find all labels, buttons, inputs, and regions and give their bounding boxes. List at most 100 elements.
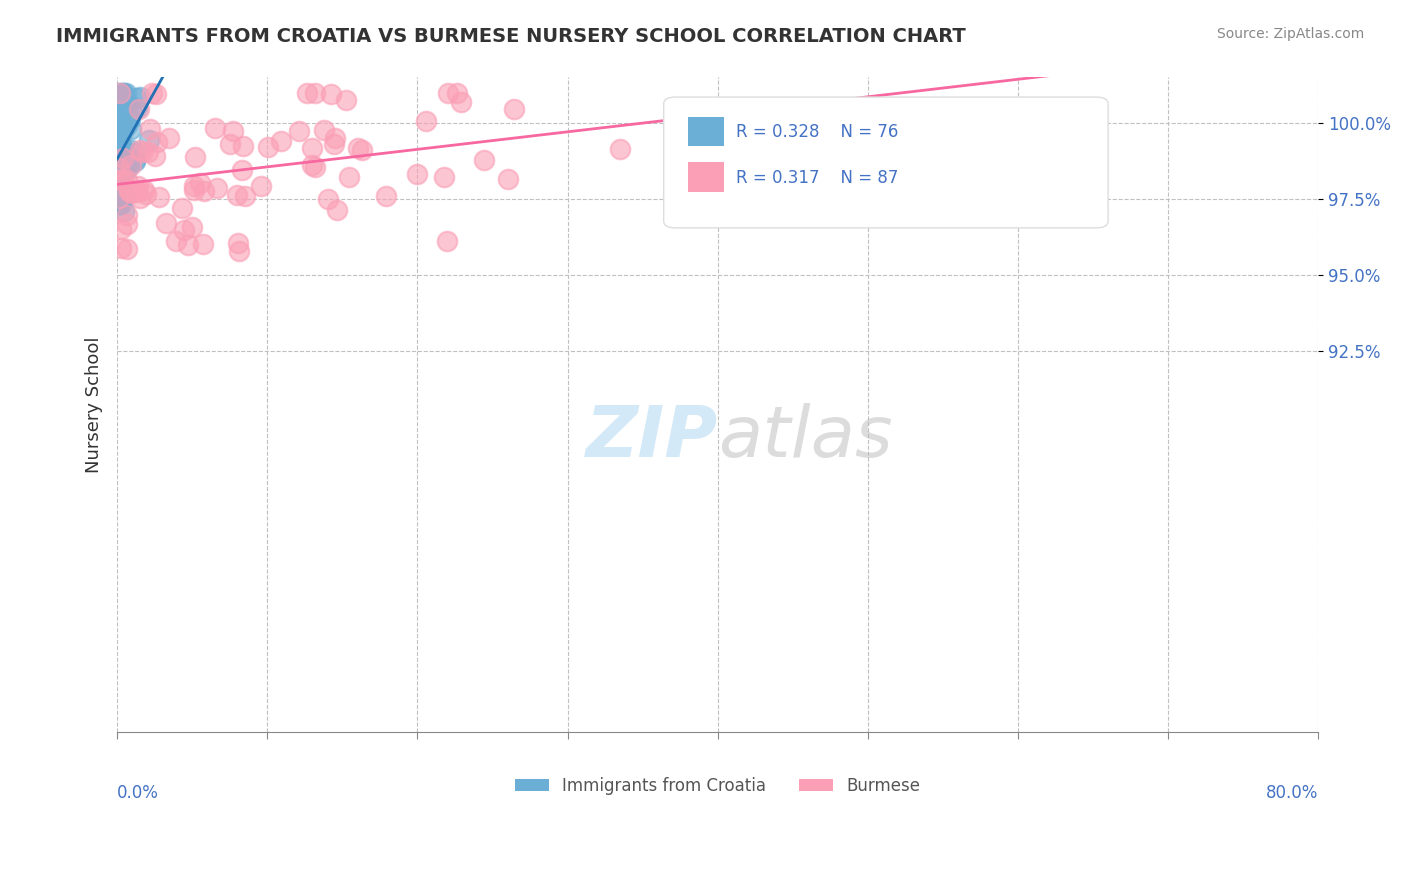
Point bbox=[110, 165, 132, 179]
Point bbox=[129, 89, 152, 103]
Point bbox=[335, 93, 357, 107]
Point bbox=[112, 86, 135, 100]
Point bbox=[120, 158, 142, 172]
Point bbox=[472, 153, 495, 167]
Point bbox=[107, 89, 129, 103]
Point bbox=[121, 105, 143, 120]
Point bbox=[136, 145, 159, 159]
Point bbox=[110, 120, 132, 135]
Point bbox=[226, 236, 249, 251]
Point bbox=[111, 124, 134, 138]
Point bbox=[111, 184, 134, 198]
Point bbox=[124, 146, 146, 161]
Point bbox=[204, 120, 226, 135]
Point bbox=[207, 181, 229, 195]
Point bbox=[288, 124, 311, 138]
Point bbox=[312, 123, 335, 137]
Text: IMMIGRANTS FROM CROATIA VS BURMESE NURSERY SCHOOL CORRELATION CHART: IMMIGRANTS FROM CROATIA VS BURMESE NURSE… bbox=[56, 27, 966, 45]
Point bbox=[107, 162, 129, 177]
Point bbox=[118, 183, 141, 197]
Point bbox=[115, 95, 138, 109]
Point bbox=[105, 123, 128, 137]
Point bbox=[110, 89, 132, 103]
Point bbox=[228, 244, 250, 259]
Point bbox=[110, 186, 132, 201]
Point bbox=[219, 137, 242, 152]
Point bbox=[433, 169, 456, 184]
Point bbox=[107, 164, 129, 178]
Point bbox=[108, 186, 131, 201]
Point bbox=[108, 91, 131, 105]
Point bbox=[436, 234, 458, 248]
Point bbox=[108, 86, 131, 100]
Point bbox=[110, 148, 132, 162]
Point bbox=[233, 189, 256, 203]
Point bbox=[256, 140, 278, 154]
Point bbox=[301, 157, 323, 171]
Text: R = 0.317    N = 87: R = 0.317 N = 87 bbox=[735, 169, 898, 186]
Point bbox=[415, 114, 437, 128]
Point bbox=[374, 189, 396, 203]
Point bbox=[110, 241, 132, 255]
Point bbox=[111, 96, 134, 111]
Point bbox=[110, 196, 132, 211]
Point bbox=[222, 124, 245, 138]
Point bbox=[190, 176, 212, 190]
Point bbox=[115, 217, 138, 231]
Point bbox=[117, 208, 139, 222]
Point bbox=[115, 153, 138, 167]
Point bbox=[145, 87, 167, 102]
Point bbox=[120, 122, 142, 136]
Point bbox=[118, 159, 141, 173]
Point bbox=[193, 184, 215, 198]
Point bbox=[129, 191, 152, 205]
Point bbox=[503, 102, 526, 116]
Point bbox=[146, 135, 169, 149]
Point bbox=[128, 102, 150, 116]
Point bbox=[350, 143, 373, 157]
Point bbox=[105, 150, 128, 164]
Point bbox=[110, 221, 132, 235]
Point bbox=[124, 184, 146, 198]
Point bbox=[107, 168, 129, 182]
FancyBboxPatch shape bbox=[664, 97, 1108, 227]
Point bbox=[141, 86, 163, 100]
Point bbox=[297, 86, 319, 100]
Point bbox=[115, 145, 138, 160]
Point bbox=[127, 178, 149, 193]
Point bbox=[110, 181, 132, 195]
Bar bbox=[688, 117, 724, 146]
Point bbox=[131, 145, 153, 160]
Point bbox=[112, 86, 135, 100]
Point bbox=[110, 139, 132, 153]
Point bbox=[446, 86, 468, 100]
Point bbox=[117, 118, 139, 132]
Point bbox=[108, 188, 131, 202]
Point bbox=[107, 166, 129, 180]
Point bbox=[107, 189, 129, 203]
Point bbox=[304, 160, 326, 174]
Point bbox=[270, 134, 292, 148]
Point bbox=[114, 158, 136, 172]
Point bbox=[326, 202, 349, 217]
Point bbox=[129, 143, 152, 157]
Point bbox=[115, 86, 138, 100]
Point bbox=[107, 137, 129, 152]
Point bbox=[155, 216, 177, 230]
Point bbox=[319, 87, 342, 102]
Point bbox=[173, 223, 195, 237]
Point bbox=[110, 131, 132, 145]
Point bbox=[110, 173, 132, 187]
Text: 80.0%: 80.0% bbox=[1265, 784, 1319, 802]
Point bbox=[183, 179, 205, 194]
Point bbox=[114, 165, 136, 179]
Point bbox=[111, 101, 134, 115]
Point bbox=[110, 125, 132, 139]
Point bbox=[111, 153, 134, 167]
Y-axis label: Nursery School: Nursery School bbox=[86, 336, 103, 473]
Point bbox=[108, 161, 131, 175]
Point bbox=[143, 149, 166, 163]
Point bbox=[107, 183, 129, 197]
Bar bbox=[688, 162, 724, 192]
Point bbox=[108, 144, 131, 158]
